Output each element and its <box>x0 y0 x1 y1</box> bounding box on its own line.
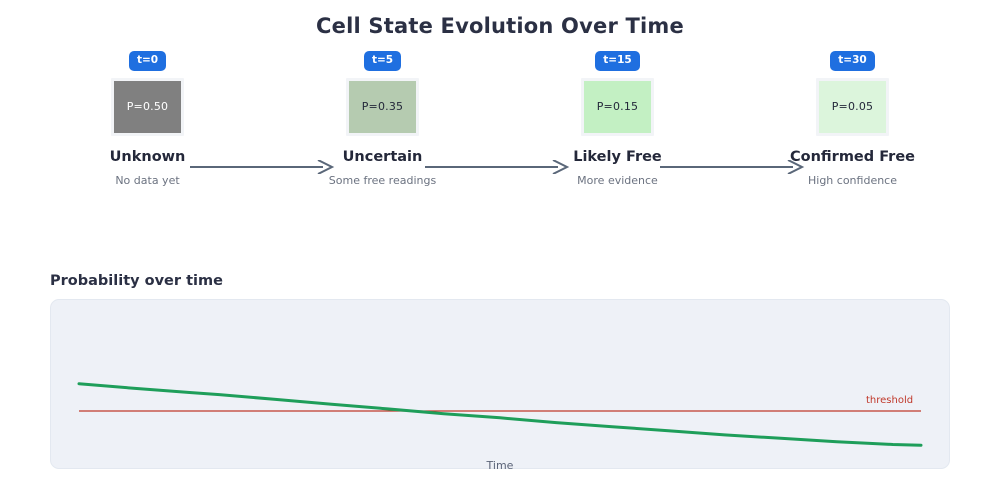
connector-arrow-3 <box>660 160 805 174</box>
chart-heading: Probability over time <box>50 273 223 289</box>
time-badge: t=0 <box>128 51 167 71</box>
state-box-wrap: P=0.15 <box>581 77 654 136</box>
time-badge: t=15 <box>595 51 640 71</box>
state-box: P=0.50 <box>114 80 181 133</box>
state-sublabel: High confidence <box>808 173 897 187</box>
timeline: t=0 P=0.50 Unknown No data yet t=5 P=0.3… <box>0 48 1000 218</box>
timeline-node-uncertain[interactable]: t=5 P=0.35 Uncertain Some free readings <box>265 48 500 187</box>
state-box-wrap: P=0.50 <box>111 77 184 136</box>
state-label: Unknown <box>109 148 186 165</box>
state-box-wrap: P=0.05 <box>816 77 889 136</box>
timeline-node-unknown[interactable]: t=0 P=0.50 Unknown No data yet <box>30 48 265 187</box>
connector-arrow-1 <box>190 160 335 174</box>
state-label: Likely Free <box>573 148 662 165</box>
state-sublabel: No data yet <box>115 173 180 187</box>
page-title: Cell State Evolution Over Time <box>316 14 684 38</box>
timeline-node-confirmed-free[interactable]: t=30 P=0.05 Confirmed Free High confiden… <box>735 48 970 187</box>
state-sublabel: Some free readings <box>328 173 437 187</box>
probability-chart-panel <box>50 299 950 469</box>
state-box: P=0.15 <box>584 80 651 133</box>
timeline-node-likely-free[interactable]: t=15 P=0.15 Likely Free More evidence <box>500 48 735 187</box>
time-badge: t=5 <box>363 51 402 71</box>
state-label: Uncertain <box>342 148 423 165</box>
time-badge: t=30 <box>830 51 875 71</box>
probability-line <box>77 382 923 447</box>
threshold-label: threshold <box>866 395 914 406</box>
state-sublabel: More evidence <box>577 173 658 187</box>
chart-x-axis-label: Time <box>486 459 514 472</box>
state-label: Confirmed Free <box>790 148 915 165</box>
state-box: P=0.35 <box>349 80 416 133</box>
connector-arrow-2 <box>425 160 570 174</box>
state-box: P=0.05 <box>819 80 886 133</box>
state-box-wrap: P=0.35 <box>346 77 419 136</box>
